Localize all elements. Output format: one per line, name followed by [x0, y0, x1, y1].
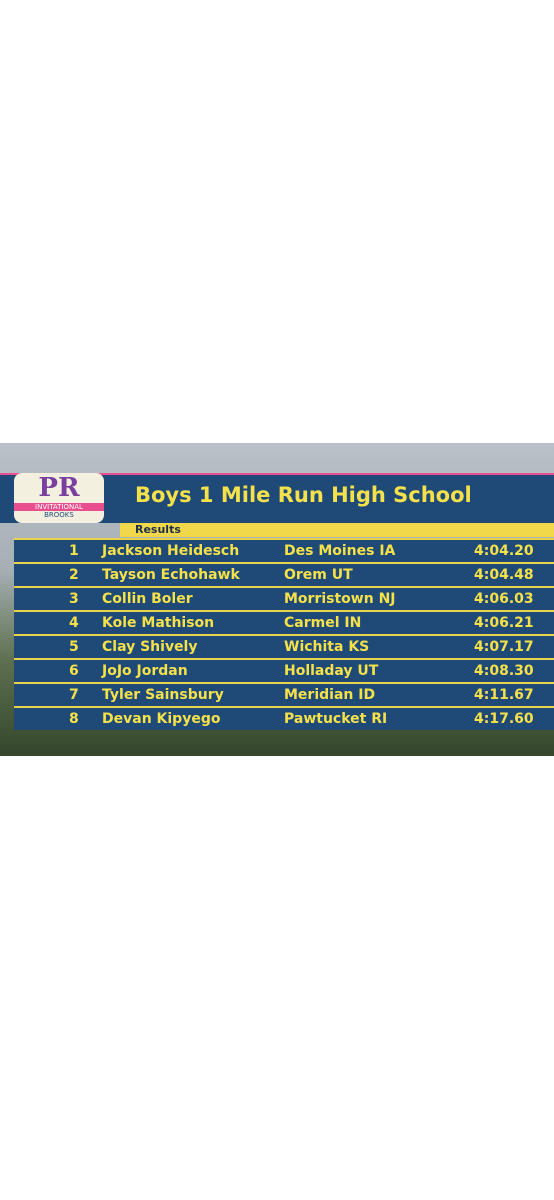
team: Des Moines IA: [284, 543, 396, 559]
athlete: Devan Kipyego: [102, 711, 221, 727]
logo: PR INVITATIONAL BROOKS: [14, 473, 104, 523]
place: 8: [69, 711, 79, 727]
result-row: 4 Kole Mathison Carmel IN 4:06.21: [14, 610, 554, 634]
place: 4: [69, 615, 79, 631]
subtitle: Results: [135, 523, 181, 536]
place: 7: [69, 687, 79, 703]
result-row: 1 Jackson Heidesch Des Moines IA 4:04.20: [14, 538, 554, 562]
result-row: 7 Tyler Sainsbury Meridian ID 4:11.67: [14, 682, 554, 706]
time: 4:04.48: [474, 567, 534, 583]
athlete: Tayson Echohawk: [102, 567, 240, 583]
team: Carmel IN: [284, 615, 362, 631]
athlete: Tyler Sainsbury: [102, 687, 224, 703]
place: 2: [69, 567, 79, 583]
time: 4:11.67: [474, 687, 534, 703]
place: 5: [69, 639, 79, 655]
subtitle-bar: [120, 523, 554, 537]
scoreboard: PR INVITATIONAL BROOKS Boys 1 Mile Run H…: [0, 443, 554, 756]
place: 1: [69, 543, 79, 559]
result-row: 5 Clay Shively Wichita KS 4:07.17: [14, 634, 554, 658]
athlete: JoJo Jordan: [102, 663, 188, 679]
team: Pawtucket RI: [284, 711, 388, 727]
place: 3: [69, 591, 79, 607]
team: Holladay UT: [284, 663, 379, 679]
sponsor: BROOKS: [44, 511, 74, 519]
time: 4:04.20: [474, 543, 534, 559]
time: 4:06.21: [474, 615, 534, 631]
athlete: Jackson Heidesch: [102, 543, 240, 559]
team: Orem UT: [284, 567, 353, 583]
team: Meridian ID: [284, 687, 376, 703]
result-row: 2 Tayson Echohawk Orem UT 4:04.48: [14, 562, 554, 586]
result-row: 8 Devan Kipyego Pawtucket RI 4:17.60: [14, 706, 554, 730]
athlete: Clay Shively: [102, 639, 198, 655]
logo-text: PR: [38, 473, 80, 503]
result-row: 3 Collin Boler Morristown NJ 4:06.03: [14, 586, 554, 610]
time: 4:06.03: [474, 591, 534, 607]
place: 6: [69, 663, 79, 679]
athlete: Collin Boler: [102, 591, 193, 607]
result-row: 6 JoJo Jordan Holladay UT 4:08.30: [14, 658, 554, 682]
time: 4:17.60: [474, 711, 534, 727]
title: Boys 1 Mile Run High School: [135, 483, 472, 507]
logo-sub: INVITATIONAL: [14, 503, 104, 511]
team: Morristown NJ: [284, 591, 396, 607]
time: 4:08.30: [474, 663, 534, 679]
athlete: Kole Mathison: [102, 615, 215, 631]
time: 4:07.17: [474, 639, 534, 655]
team: Wichita KS: [284, 639, 370, 655]
